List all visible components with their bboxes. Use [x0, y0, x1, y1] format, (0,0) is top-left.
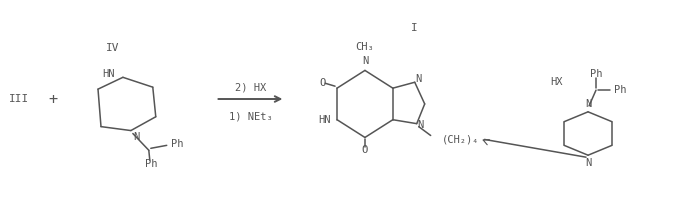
Text: Ph: Ph [614, 85, 626, 95]
Text: N: N [416, 74, 422, 84]
Text: Ph: Ph [171, 139, 183, 149]
Text: N: N [585, 99, 591, 109]
Text: N: N [585, 158, 591, 168]
Text: 1) NEt₃: 1) NEt₃ [229, 112, 273, 122]
Text: III: III [9, 94, 29, 104]
Text: IV: IV [106, 43, 120, 53]
Text: O: O [319, 78, 325, 88]
Text: Ph: Ph [590, 69, 603, 79]
Text: O: O [362, 145, 368, 155]
Text: HX: HX [550, 77, 563, 87]
Text: I: I [412, 23, 418, 33]
Text: N: N [362, 56, 368, 65]
Text: HN: HN [103, 69, 115, 79]
Text: Ph: Ph [145, 159, 157, 169]
Text: N: N [133, 132, 139, 141]
Text: CH₃: CH₃ [356, 42, 374, 52]
Text: N: N [418, 120, 424, 130]
Text: +: + [49, 92, 58, 106]
Text: HN: HN [318, 115, 331, 125]
Text: 2) HX: 2) HX [235, 82, 266, 92]
Text: (CH₂)₄: (CH₂)₄ [442, 135, 480, 144]
